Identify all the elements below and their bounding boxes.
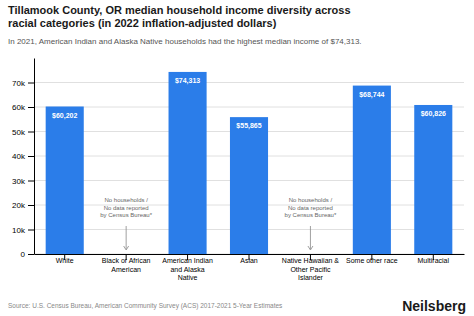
x-axis: White Black or African American American In… [35,254,465,281]
annotation-line: No data reported [288,205,333,211]
annotation-line: No data reported [104,205,149,211]
x-tick-label: Some other race [346,257,398,264]
annotations: No households /No data reportedby Census… [100,197,337,250]
y-tick-label: 50k [12,128,26,137]
y-tick: 10k [12,226,34,235]
x-tick-label-line: Islander [298,274,324,281]
x-tick: Black or African American [102,254,151,273]
annotation-line: No households / [104,197,148,203]
data-label: $55,865 [236,122,261,130]
annotation-line: by Census Bureau* [285,212,337,218]
x-tick-label-line: and Alaska [170,266,204,273]
x-tick: White [56,254,74,264]
x-tick-label-line: American [111,266,141,273]
tick-mark [28,230,34,231]
bar [107,254,145,255]
y-tick: 70k [12,79,34,88]
x-tick-label: Black or African American [102,257,151,273]
y-tick: 50k [12,128,34,137]
grid-line [34,107,464,108]
bar [46,107,84,254]
x-tick-label: Multiracial [418,257,450,264]
annotation-arrowhead [308,246,313,250]
data-label: $60,826 [421,110,446,118]
y-tick-label: 10k [12,226,26,235]
tick-mark [28,156,34,157]
y-tick-label: 20k [12,201,26,210]
title-line: racial categories (in 2022 inflation-adj… [8,17,277,29]
axis-line [34,59,35,255]
y-tick-label: 30k [12,177,26,186]
source: Source: U.S. Census Bureau, American Com… [8,302,283,310]
y-tick: 0 [21,250,34,259]
y-tick-label: 40k [12,152,26,161]
x-tick-label: American Indian and AlaskaNative [162,257,213,281]
x-tick-label-line: Other Pacific [290,266,331,273]
annotation-arrow [310,226,311,249]
x-tick-label-line: Some other race [346,257,398,264]
x-tick: Native Hawaiian & Other PacificIslander [282,254,340,281]
plot: 0 10k 20k 30k 40k 50k 60k 70k White Black or Afri… [12,59,464,282]
title-line: Tillamook County, OR median household in… [8,4,351,16]
data-label: $60,202 [52,112,77,120]
x-tick: American Indian and AlaskaNative [162,254,213,281]
data-labels: $60,202 $74,313 $55,865 $68,744 $60,826 [52,77,446,130]
subtitle: In 2021, American Indian and Alaska Nati… [8,37,362,46]
x-tick-label-line: White [56,257,74,264]
title: Tillamook County, OR median household in… [8,4,351,29]
bar [353,86,391,254]
tick-mark [28,181,34,182]
x-tick-label-line: Asian [240,257,258,264]
y-tick-label: 0 [21,250,26,259]
y-tick: 60k [12,103,34,112]
tick-mark [28,83,34,84]
x-tick-label: Native Hawaiian & Other PacificIslander [282,257,340,281]
x-tick-label: White [56,257,74,264]
bar [230,117,268,254]
bars [46,72,453,254]
tick-mark [28,254,34,255]
x-tick: Multiracial [418,254,450,264]
bar [291,254,329,255]
x-tick-label-line: Native [178,274,198,281]
annotation-line: by Census Bureau* [100,212,152,218]
annotation: No households / No data reportedby Census… [100,197,152,218]
grid [34,83,464,255]
grid-line [34,82,464,83]
tick-mark [28,205,34,206]
y-tick-label: 60k [12,103,26,112]
x-tick-label-line: Multiracial [418,257,450,264]
data-label: $74,313 [175,77,200,85]
data-label: $68,744 [359,91,384,99]
x-tick-label-line: American Indian [162,257,213,264]
y-tick-label: 70k [12,79,26,88]
x-tick-label: Asian [240,257,258,264]
annotation-line: No households / [289,197,333,203]
bar [414,105,452,254]
x-tick: Asian [240,254,258,264]
y-axis: 0 10k 20k 30k 40k 50k 60k 70k [12,59,34,260]
y-tick: 40k [12,152,34,161]
x-tick-label-line: Black or African [102,257,151,264]
annotation: No households / No data reportedby Census… [285,197,337,218]
annotation-arrowhead [124,246,129,250]
y-tick: 20k [12,201,34,210]
brand: Neilsberg [402,298,466,314]
tick-mark [28,132,34,133]
y-tick: 30k [12,177,34,186]
annotation-arrow [126,226,127,249]
bar [169,72,207,254]
x-tick-label-line: Native Hawaiian & [282,257,340,264]
x-tick: Some other race [346,254,398,264]
tick-mark [28,107,34,108]
chart: Tillamook County, OR median household in… [0,0,474,316]
